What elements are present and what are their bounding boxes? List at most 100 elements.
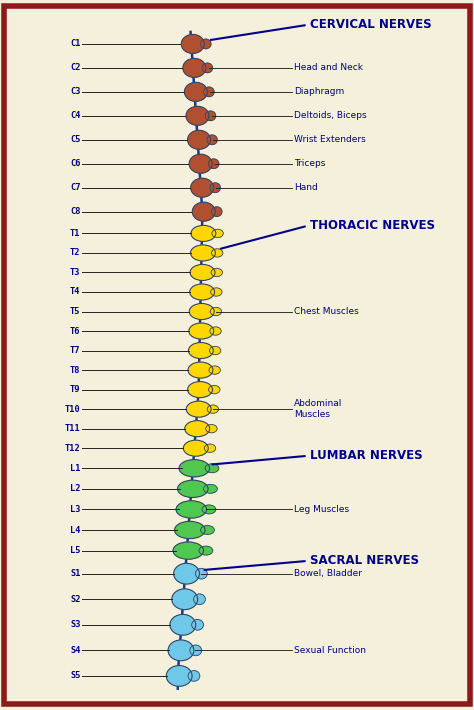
Ellipse shape [173, 542, 203, 559]
Ellipse shape [190, 324, 213, 339]
Ellipse shape [201, 39, 210, 48]
Ellipse shape [190, 304, 214, 319]
Text: T3: T3 [70, 268, 81, 277]
Ellipse shape [191, 179, 213, 197]
Ellipse shape [196, 569, 207, 579]
Ellipse shape [212, 249, 222, 257]
Text: S5: S5 [70, 672, 81, 680]
Ellipse shape [205, 444, 215, 452]
Ellipse shape [211, 288, 221, 296]
Ellipse shape [204, 87, 214, 97]
Ellipse shape [210, 346, 220, 354]
Ellipse shape [188, 382, 212, 397]
Ellipse shape [189, 671, 200, 681]
Ellipse shape [206, 464, 219, 472]
Text: C1: C1 [70, 40, 81, 48]
Ellipse shape [211, 307, 221, 315]
Ellipse shape [191, 246, 215, 261]
Ellipse shape [209, 386, 219, 393]
Text: Chest Muscles: Chest Muscles [294, 307, 359, 316]
Text: S2: S2 [70, 595, 81, 604]
Text: LUMBAR NERVES: LUMBAR NERVES [310, 449, 423, 462]
Ellipse shape [167, 666, 191, 686]
Text: Hand: Hand [294, 183, 318, 192]
Ellipse shape [187, 402, 210, 417]
Text: L3: L3 [70, 505, 81, 514]
Ellipse shape [206, 425, 217, 432]
Ellipse shape [208, 405, 218, 413]
Text: CERVICAL NERVES: CERVICAL NERVES [310, 18, 432, 31]
Ellipse shape [177, 501, 206, 518]
Text: T4: T4 [70, 288, 81, 297]
Ellipse shape [211, 268, 222, 276]
Ellipse shape [184, 441, 208, 456]
Text: C2: C2 [70, 63, 81, 72]
Text: T2: T2 [70, 248, 81, 258]
Ellipse shape [188, 131, 210, 149]
Ellipse shape [206, 111, 215, 121]
Ellipse shape [189, 343, 213, 358]
Text: S4: S4 [70, 646, 81, 655]
Ellipse shape [200, 547, 212, 555]
Ellipse shape [190, 645, 201, 655]
Ellipse shape [175, 522, 204, 538]
Text: T1: T1 [70, 229, 81, 238]
Text: S3: S3 [70, 621, 81, 629]
Text: Wrist Extenders: Wrist Extenders [294, 136, 365, 144]
Text: C7: C7 [70, 183, 81, 192]
Text: Deltoids, Biceps: Deltoids, Biceps [294, 111, 366, 120]
Text: T10: T10 [65, 405, 81, 414]
Text: L4: L4 [70, 525, 81, 535]
Text: T7: T7 [70, 346, 81, 355]
Text: Bowel, Bladder: Bowel, Bladder [294, 569, 362, 578]
Text: L1: L1 [70, 464, 81, 473]
Ellipse shape [212, 229, 223, 237]
Text: Leg Muscles: Leg Muscles [294, 505, 349, 514]
Ellipse shape [185, 83, 207, 101]
Ellipse shape [210, 366, 220, 374]
Text: Abdominal
Muscles: Abdominal Muscles [294, 400, 342, 419]
Ellipse shape [202, 63, 212, 72]
Text: T12: T12 [65, 444, 81, 453]
Ellipse shape [191, 226, 215, 241]
Text: L5: L5 [70, 546, 81, 555]
Text: L2: L2 [70, 484, 81, 493]
Text: Head and Neck: Head and Neck [294, 63, 363, 72]
Text: THORACIC NERVES: THORACIC NERVES [310, 219, 436, 232]
Ellipse shape [169, 640, 193, 660]
Text: T8: T8 [70, 366, 81, 375]
Text: SACRAL NERVES: SACRAL NERVES [310, 555, 419, 567]
Ellipse shape [193, 202, 215, 221]
Text: C8: C8 [70, 207, 81, 216]
Ellipse shape [192, 620, 203, 630]
Text: Diaphragm: Diaphragm [294, 87, 344, 97]
Ellipse shape [210, 183, 220, 192]
Text: C6: C6 [70, 159, 81, 168]
Text: Triceps: Triceps [294, 159, 325, 168]
Ellipse shape [182, 35, 204, 53]
Ellipse shape [210, 327, 221, 335]
Ellipse shape [178, 481, 208, 497]
Text: T11: T11 [65, 424, 81, 433]
Text: C4: C4 [70, 111, 81, 120]
Text: S1: S1 [70, 569, 81, 578]
Ellipse shape [201, 526, 214, 534]
Ellipse shape [204, 485, 217, 493]
Ellipse shape [190, 285, 214, 300]
Text: T9: T9 [70, 385, 81, 394]
Ellipse shape [202, 506, 215, 513]
Ellipse shape [212, 207, 222, 217]
Ellipse shape [190, 155, 211, 173]
Ellipse shape [191, 265, 214, 280]
Ellipse shape [209, 159, 219, 168]
Ellipse shape [187, 106, 209, 125]
Text: Sexual Function: Sexual Function [294, 646, 366, 655]
Ellipse shape [171, 615, 195, 635]
Ellipse shape [173, 589, 197, 609]
Ellipse shape [194, 594, 205, 604]
Ellipse shape [180, 460, 209, 476]
Text: T5: T5 [70, 307, 81, 316]
Ellipse shape [185, 421, 209, 436]
Text: C3: C3 [70, 87, 81, 97]
Text: T6: T6 [70, 327, 81, 336]
